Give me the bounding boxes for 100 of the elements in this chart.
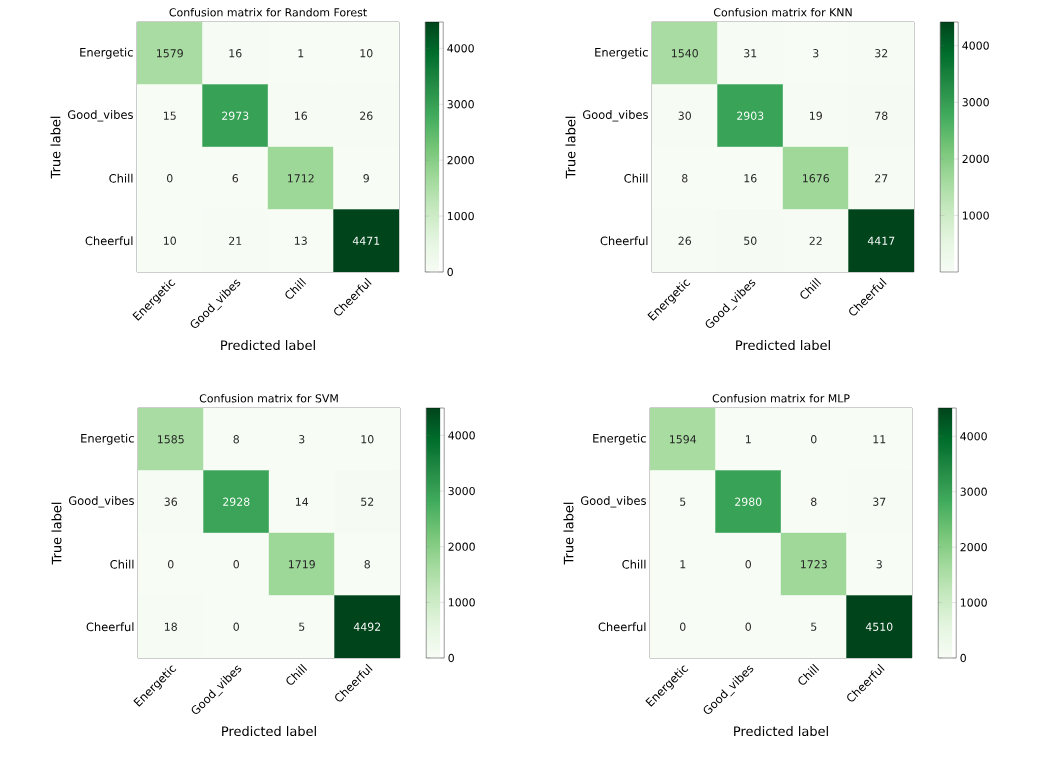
data-label: 1 bbox=[680, 560, 686, 569]
data-label: 8 bbox=[811, 497, 817, 506]
color-bar-label: 3000 bbox=[448, 486, 475, 496]
data-label: 19 bbox=[809, 111, 822, 120]
chart-title: Confusion matrix for Random Forest bbox=[169, 8, 367, 17]
data-label: 10 bbox=[361, 435, 374, 444]
color-bar-label: 1000 bbox=[448, 598, 475, 607]
data-label: 15 bbox=[163, 111, 176, 120]
data-label: 1 bbox=[298, 49, 304, 58]
data-label: 2903 bbox=[737, 111, 764, 120]
data-label: 32 bbox=[875, 49, 888, 58]
y-tick-label: Cheerful bbox=[86, 622, 134, 632]
x-axis-title: Predicted label bbox=[222, 726, 316, 737]
data-label: 8 bbox=[682, 174, 688, 183]
data-label: 21 bbox=[229, 236, 242, 245]
y-tick-label: Cheerful bbox=[600, 236, 648, 246]
data-label: 78 bbox=[875, 111, 888, 120]
data-label: 26 bbox=[360, 111, 373, 120]
data-label: 16 bbox=[294, 111, 308, 120]
color-bar-label: 2000 bbox=[962, 154, 989, 164]
color-bar-label: 4000 bbox=[960, 432, 987, 441]
data-label: 1594 bbox=[670, 435, 697, 444]
color-bar-label: 4000 bbox=[448, 431, 475, 440]
data-label: 0 bbox=[745, 622, 752, 631]
x-axis-title: Predicted label bbox=[221, 340, 315, 351]
data-label: 2928 bbox=[223, 497, 250, 506]
y-axis-title: True label bbox=[50, 116, 61, 179]
data-label: 3 bbox=[299, 435, 305, 444]
data-label: 5 bbox=[811, 622, 817, 631]
data-label: 16 bbox=[744, 174, 757, 183]
color-bar-label: 3000 bbox=[447, 100, 474, 109]
data-label: 1585 bbox=[158, 435, 184, 444]
x-axis-title: Predicted label bbox=[734, 726, 828, 737]
data-label: 22 bbox=[809, 236, 822, 245]
y-tick-label: Energetic bbox=[81, 433, 134, 445]
y-tick-label: Good_vibes bbox=[582, 110, 648, 122]
y-tick-label: Cheerful bbox=[598, 622, 646, 632]
data-label: 0 bbox=[167, 560, 174, 569]
data-label: 18 bbox=[164, 622, 177, 631]
chart-title: Confusion matrix for MLP bbox=[712, 394, 850, 403]
data-label: 1712 bbox=[288, 174, 314, 183]
data-label: 2973 bbox=[222, 111, 249, 120]
color-bar-label: 2000 bbox=[447, 156, 474, 165]
data-label: 8 bbox=[233, 435, 239, 444]
chart-title: Confusion matrix for SVM bbox=[199, 394, 338, 403]
color-bar-label: 4000 bbox=[447, 44, 474, 53]
data-label: 1540 bbox=[672, 49, 698, 58]
data-label: 8 bbox=[364, 560, 370, 569]
y-tick-label: Chill bbox=[110, 559, 134, 569]
color-bar-label: 3000 bbox=[962, 98, 989, 107]
data-label: 0 bbox=[745, 560, 752, 569]
y-axis-title: True label bbox=[563, 502, 574, 565]
data-label: 31 bbox=[744, 49, 757, 58]
data-label: 0 bbox=[166, 174, 173, 183]
data-label: 4510 bbox=[865, 622, 893, 631]
data-label: 0 bbox=[810, 435, 817, 444]
data-label: 10 bbox=[163, 236, 176, 245]
data-label: 11 bbox=[873, 435, 886, 444]
data-label: 6 bbox=[232, 174, 239, 183]
data-label: 3 bbox=[876, 560, 882, 569]
data-label: 5 bbox=[680, 497, 686, 506]
color-bar-label: 4000 bbox=[962, 41, 989, 50]
data-label: 0 bbox=[233, 560, 239, 569]
y-tick-label: Chill bbox=[109, 173, 133, 183]
data-label: 10 bbox=[360, 49, 373, 58]
y-tick-label: Good_vibes bbox=[580, 496, 646, 508]
data-label: 4471 bbox=[352, 236, 380, 245]
data-label: 0 bbox=[233, 622, 239, 631]
data-label: 1676 bbox=[803, 174, 829, 183]
data-label: 4417 bbox=[867, 236, 895, 245]
color-bar-label: 1000 bbox=[962, 211, 989, 220]
data-label: 50 bbox=[744, 236, 757, 245]
data-label: 1719 bbox=[289, 560, 315, 569]
y-tick-label: Cheerful bbox=[85, 236, 133, 246]
data-label: 16 bbox=[229, 49, 242, 58]
y-axis-title: True label bbox=[565, 116, 576, 179]
y-tick-label: Energetic bbox=[80, 47, 133, 59]
color-bar-label: 1000 bbox=[960, 598, 987, 607]
color-bar-label: 2000 bbox=[960, 543, 987, 552]
data-label: 2980 bbox=[735, 497, 762, 506]
data-label: 1 bbox=[745, 435, 751, 444]
y-tick-label: Chill bbox=[622, 559, 646, 569]
y-axis-title: True label bbox=[51, 502, 62, 565]
color-bar-label: 2000 bbox=[448, 542, 475, 551]
data-label: 37 bbox=[873, 497, 886, 506]
color-bar-label: 3000 bbox=[960, 487, 987, 496]
data-label: 1723 bbox=[801, 560, 827, 569]
color-bar-label: 0 bbox=[447, 267, 453, 277]
x-axis-title: Predicted label bbox=[736, 340, 830, 351]
y-tick-label: Chill bbox=[624, 173, 648, 183]
data-label: 14 bbox=[295, 497, 309, 506]
data-label: 3 bbox=[813, 49, 819, 58]
y-tick-label: Good_vibes bbox=[67, 110, 133, 122]
color-bar-label: 1000 bbox=[447, 211, 474, 221]
color-bar-label: 0 bbox=[960, 653, 966, 663]
data-label: 4492 bbox=[353, 622, 381, 631]
y-tick-label: Good_vibes bbox=[68, 496, 134, 508]
data-label: 36 bbox=[164, 497, 178, 506]
chart-title: Confusion matrix for KNN bbox=[713, 8, 852, 17]
color-bar-label: 0 bbox=[448, 653, 454, 663]
